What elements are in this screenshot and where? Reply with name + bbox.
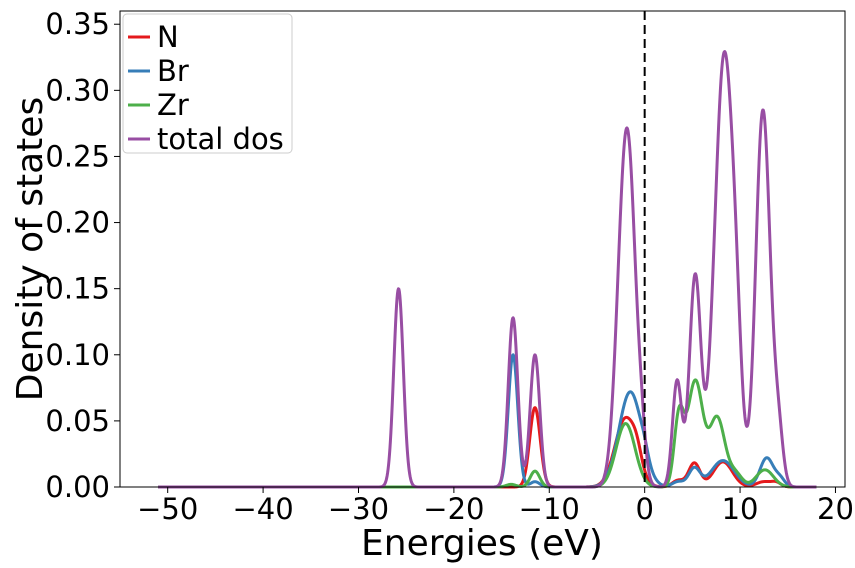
y-tick-label: 0.35	[45, 7, 110, 41]
x-tick-label: −10	[519, 492, 580, 526]
legend-label: Zr	[157, 88, 189, 122]
y-tick-label: 0.25	[45, 139, 110, 173]
x-axis-ticks: −50 −40 −30 −20 −10 0 10 20	[137, 487, 854, 526]
plot-frame	[119, 10, 846, 488]
legend-label: Br	[157, 54, 189, 88]
x-tick-label: 0	[635, 492, 653, 526]
x-tick-label: −20	[423, 492, 484, 526]
y-tick-label: 0.15	[45, 272, 110, 306]
x-axis-label: Energies (eV)	[361, 523, 603, 564]
y-tick-label: 0.30	[45, 73, 110, 107]
y-axis-label: Density of states	[10, 97, 51, 401]
y-tick-label: 0.20	[45, 206, 110, 240]
y-axis-ticks: 0.00 0.05 0.10 0.15 0.20 0.25 0.30 0.35	[45, 7, 120, 504]
x-tick-label: −50	[137, 492, 198, 526]
x-tick-label: 20	[817, 492, 854, 526]
x-tick-label: −40	[232, 492, 293, 526]
x-tick-label: −30	[328, 492, 389, 526]
legend-box	[122, 13, 293, 154]
y-tick-label: 0.05	[45, 404, 110, 438]
legend-label: total dos	[157, 122, 284, 156]
y-tick-label: 0.00	[45, 470, 110, 504]
legend-label: N	[157, 20, 179, 54]
x-tick-label: 10	[722, 492, 759, 526]
y-tick-label: 0.10	[45, 338, 110, 372]
